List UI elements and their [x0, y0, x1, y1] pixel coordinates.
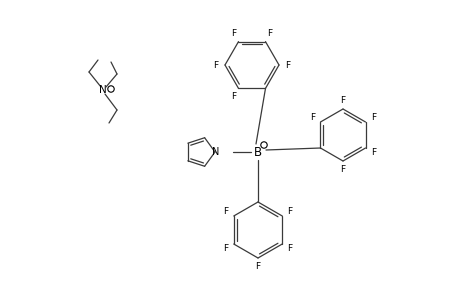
Text: N: N [212, 147, 219, 157]
Text: F: F [223, 207, 228, 216]
Text: F: F [287, 244, 292, 253]
Text: F: F [231, 92, 236, 101]
Text: F: F [213, 61, 218, 70]
Text: F: F [370, 113, 375, 122]
Text: F: F [223, 244, 228, 253]
Text: F: F [255, 262, 260, 272]
Text: F: F [285, 61, 290, 70]
Text: F: F [340, 166, 345, 175]
Text: F: F [340, 95, 345, 104]
Text: F: F [370, 148, 375, 157]
Text: F: F [267, 29, 272, 38]
Text: N: N [99, 85, 106, 95]
Text: F: F [287, 207, 292, 216]
Text: B: B [253, 146, 262, 158]
Text: F: F [309, 113, 314, 122]
Text: F: F [231, 29, 236, 38]
